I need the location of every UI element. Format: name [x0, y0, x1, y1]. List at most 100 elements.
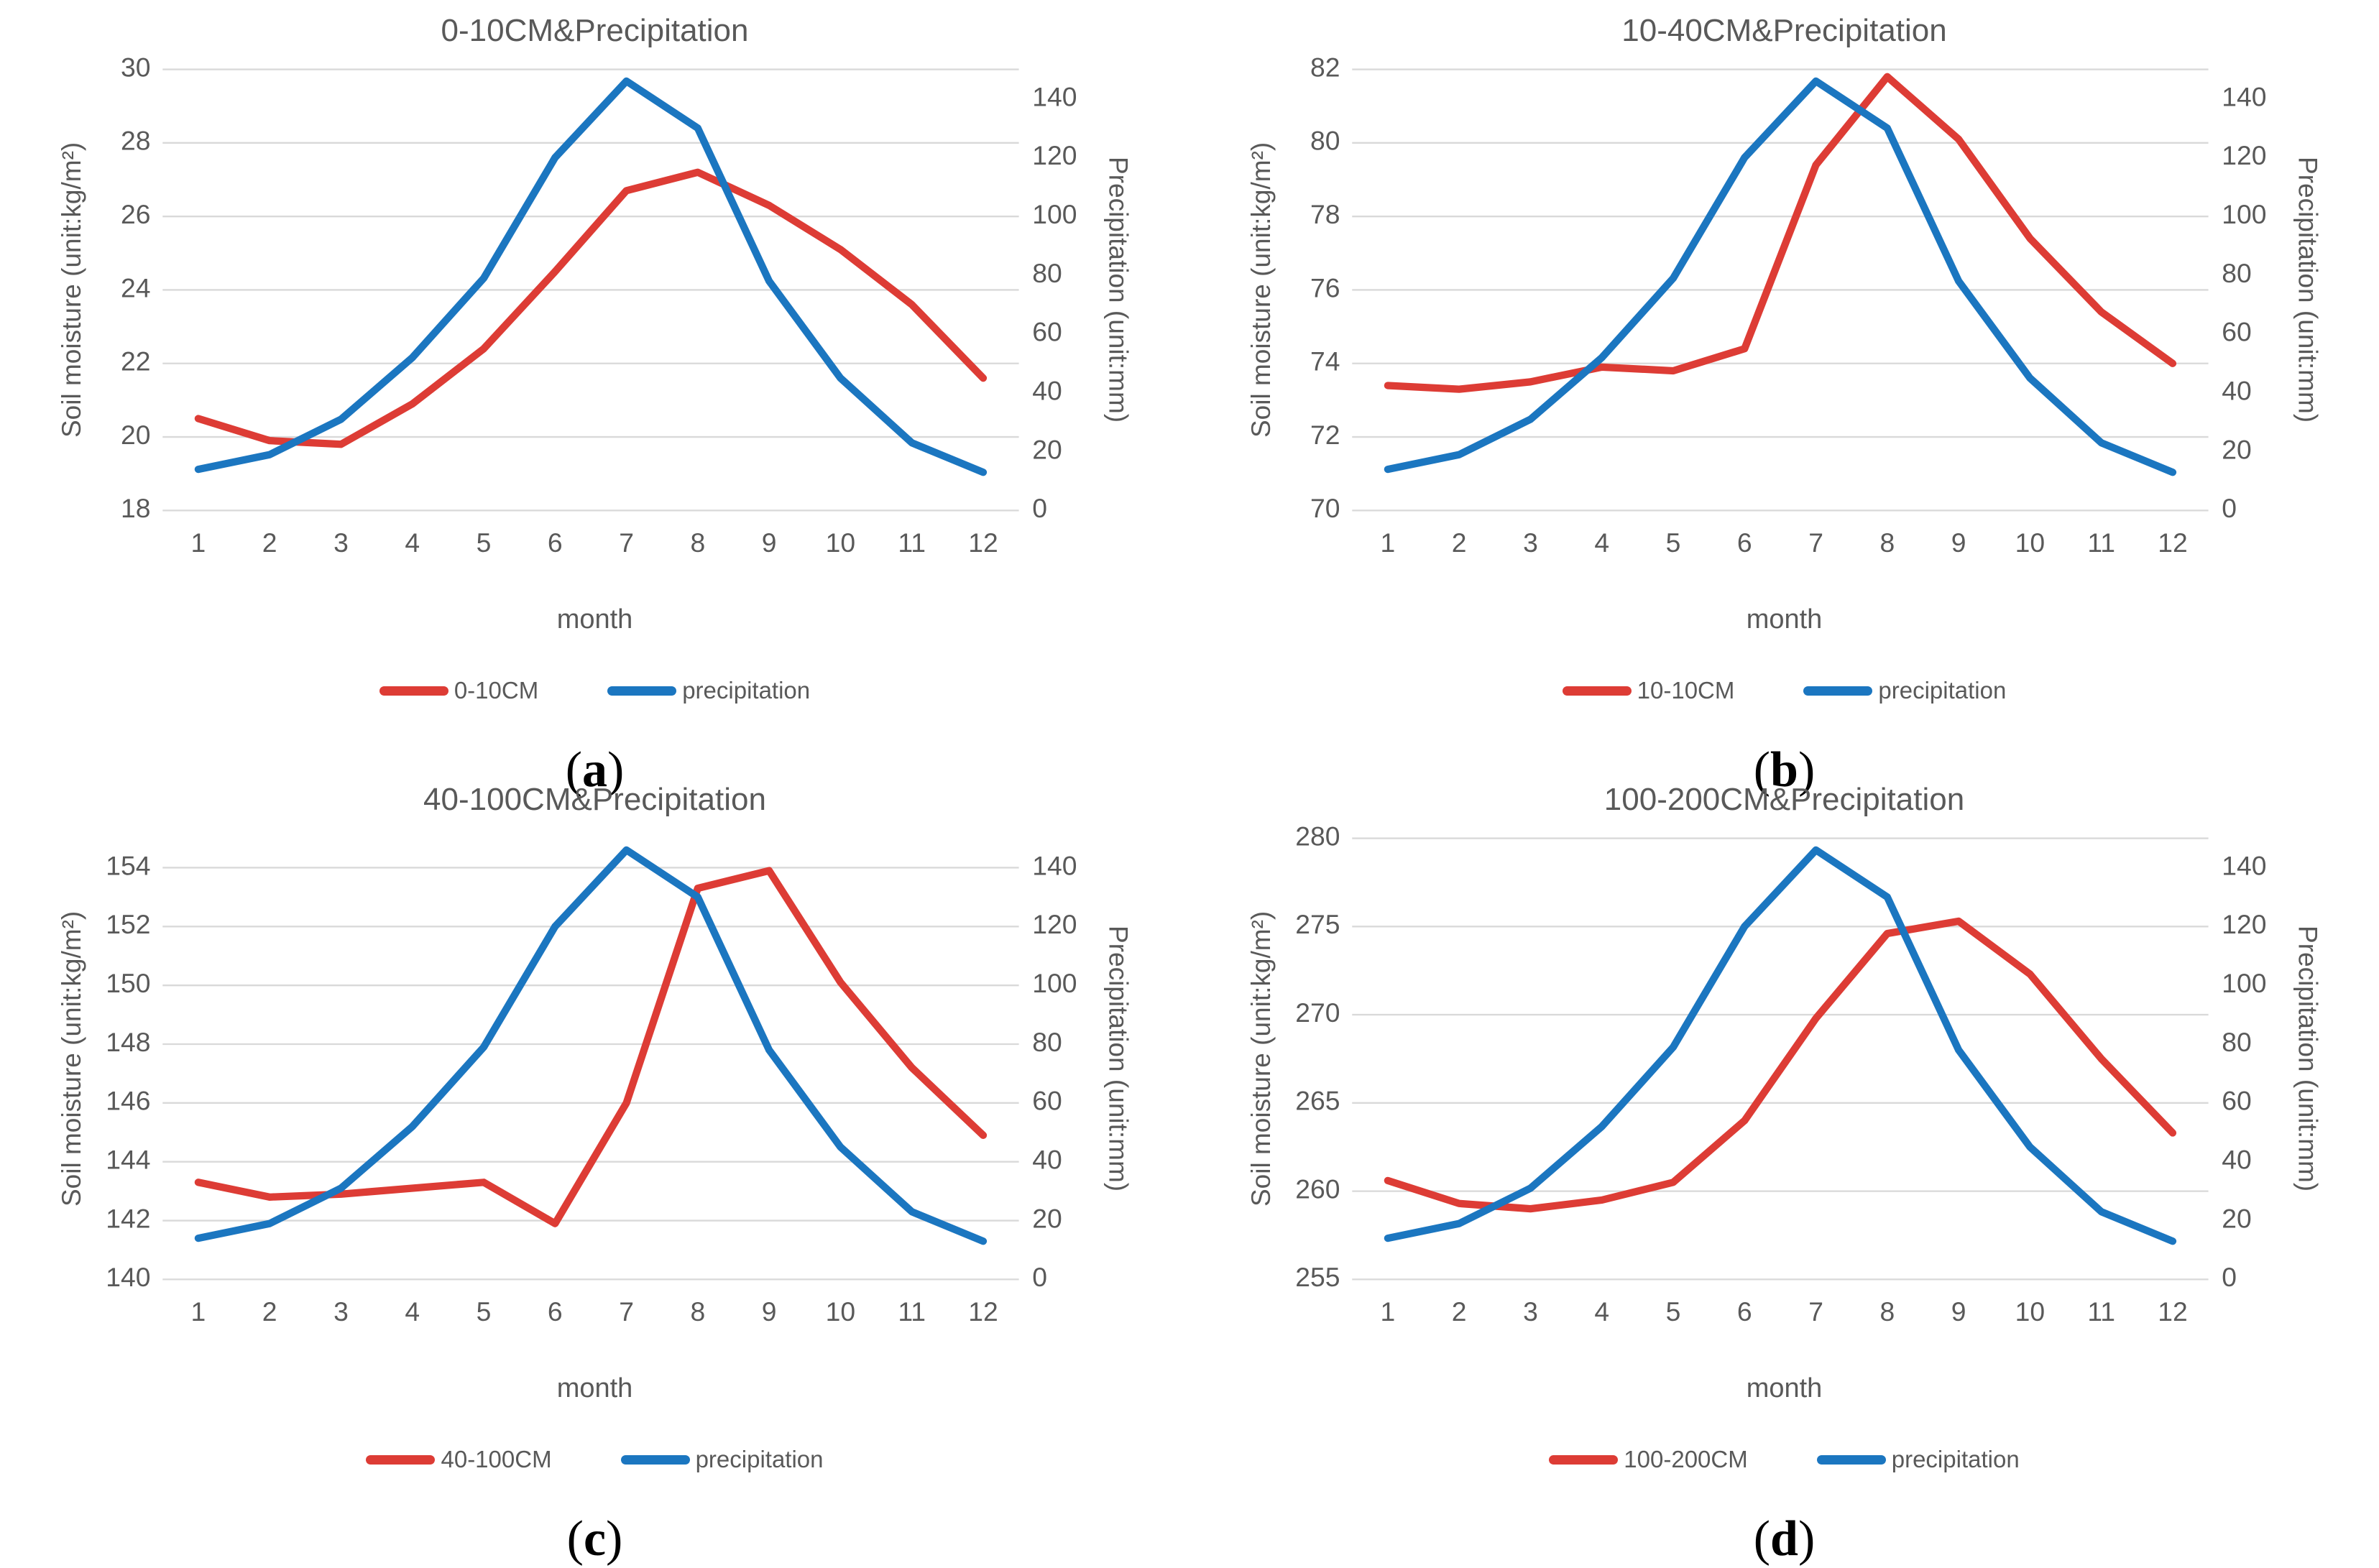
svg-text:9: 9 — [1951, 1296, 1966, 1327]
svg-text:3: 3 — [1523, 1296, 1538, 1327]
svg-text:4: 4 — [1594, 1296, 1609, 1327]
precipitation-series-swatch — [1816, 1454, 1886, 1465]
svg-text:260: 260 — [1295, 1173, 1340, 1204]
svg-text:70: 70 — [1310, 493, 1340, 523]
svg-text:280: 280 — [1295, 824, 1340, 851]
panel-a-caption: (a) — [566, 742, 625, 799]
svg-text:24: 24 — [120, 272, 150, 303]
svg-text:6: 6 — [547, 527, 562, 558]
svg-text:28: 28 — [120, 126, 150, 156]
panel-a-title: 0-10CM&Precipitation — [441, 13, 749, 48]
svg-text:80: 80 — [2222, 1027, 2252, 1057]
caption-paren-open: ( — [1753, 742, 1771, 798]
svg-text:11: 11 — [2087, 527, 2115, 558]
panel-b: 10-40CM&Precipitation Soil moisture (uni… — [1190, 0, 2379, 798]
svg-text:40: 40 — [1032, 1145, 1062, 1175]
legend-label-precipitation: precipitation — [695, 1446, 824, 1472]
svg-text:120: 120 — [2222, 909, 2266, 939]
svg-text:2: 2 — [1451, 1296, 1466, 1327]
caption-paren-close: ) — [607, 742, 625, 798]
x-axis-title: month — [556, 1373, 633, 1403]
svg-text:0: 0 — [1032, 1262, 1047, 1292]
legend-label-precipitation: precipitation — [682, 677, 811, 704]
svg-text:2: 2 — [262, 527, 277, 558]
svg-text:152: 152 — [106, 909, 150, 939]
legend-item-soil: 40-100CM — [366, 1446, 552, 1473]
svg-text:60: 60 — [2222, 1086, 2252, 1116]
svg-text:18: 18 — [120, 493, 150, 523]
svg-text:9: 9 — [761, 527, 776, 558]
svg-text:11: 11 — [898, 527, 926, 558]
legend-item-precipitation: precipitation — [1816, 1446, 2020, 1473]
svg-text:7: 7 — [619, 1296, 634, 1327]
panel-c-plot: 1401421441461481501521540204060801001201… — [106, 846, 1077, 1327]
legend-item-soil: 10-10CM — [1562, 677, 1735, 704]
panel-d-legend: 100-200CM precipitation — [1549, 1446, 2020, 1473]
svg-text:22: 22 — [120, 346, 150, 377]
svg-text:74: 74 — [1310, 346, 1340, 377]
svg-text:5: 5 — [476, 527, 491, 558]
svg-text:20: 20 — [120, 420, 150, 450]
soil-series-swatch — [1549, 1454, 1619, 1465]
soil-series-swatch — [379, 686, 448, 696]
panel-b-caption: (b) — [1754, 742, 1816, 799]
svg-text:20: 20 — [2222, 1203, 2252, 1233]
panel-c-title: 40-100CM&Precipitation — [423, 782, 766, 817]
svg-text:12: 12 — [2158, 1296, 2188, 1327]
legend-item-precipitation: precipitation — [607, 677, 810, 704]
svg-text:72: 72 — [1310, 420, 1340, 450]
caption-letter: b — [1770, 742, 1798, 798]
legend-item-soil: 0-10CM — [379, 677, 538, 704]
legend-item-precipitation: precipitation — [1803, 677, 2006, 704]
caption-paren-close: ) — [1798, 742, 1816, 798]
svg-text:10: 10 — [2015, 1296, 2045, 1327]
svg-text:6: 6 — [1736, 527, 1752, 558]
svg-text:144: 144 — [106, 1145, 150, 1175]
svg-text:1: 1 — [1380, 1296, 1395, 1327]
svg-text:8: 8 — [690, 527, 705, 558]
panel-b-title: 10-40CM&Precipitation — [1621, 13, 1947, 48]
svg-text:4: 4 — [405, 1296, 420, 1327]
svg-text:120: 120 — [1032, 140, 1077, 170]
panel-a: 0-10CM&Precipitation Soil moisture (unit… — [0, 0, 1190, 798]
caption-paren-open: ( — [565, 742, 582, 798]
legend-label-soil: 100-200CM — [1624, 1446, 1748, 1472]
svg-text:100: 100 — [1032, 968, 1077, 998]
svg-text:5: 5 — [1665, 1296, 1680, 1327]
svg-text:8: 8 — [1879, 527, 1895, 558]
svg-text:82: 82 — [1310, 55, 1340, 82]
svg-text:20: 20 — [2222, 434, 2252, 464]
right-axis-title: Precipitation (unit:mm) — [1103, 157, 1133, 423]
svg-text:148: 148 — [106, 1027, 150, 1057]
svg-text:3: 3 — [333, 1296, 349, 1327]
svg-text:265: 265 — [1295, 1086, 1340, 1116]
svg-text:8: 8 — [690, 1296, 705, 1327]
svg-text:40: 40 — [1032, 376, 1062, 406]
svg-text:154: 154 — [106, 850, 150, 880]
left-axis-title: Soil moisture (unit:kg/m²) — [56, 142, 86, 438]
caption-letter: c — [583, 1511, 607, 1567]
svg-text:60: 60 — [1032, 1086, 1062, 1116]
panel-d-title: 100-200CM&Precipitation — [1603, 782, 1965, 817]
x-axis-title: month — [556, 604, 633, 635]
svg-text:120: 120 — [2222, 140, 2266, 170]
left-axis-title: Soil moisture (unit:kg/m²) — [1246, 910, 1276, 1207]
precipitation-series-swatch — [620, 1454, 690, 1465]
caption-paren-close: ) — [606, 1511, 623, 1567]
legend-item-soil: 100-200CM — [1549, 1446, 1748, 1473]
svg-text:20: 20 — [1032, 1203, 1062, 1233]
svg-text:1: 1 — [1380, 527, 1395, 558]
svg-text:0: 0 — [2222, 1262, 2237, 1292]
right-axis-title: Precipitation (unit:mm) — [2293, 157, 2323, 423]
panel-a-chart-area: Soil moisture (unit:kg/m²) 18 20 22 24 26 28 3… — [52, 55, 1138, 604]
svg-text:1: 1 — [190, 1296, 206, 1327]
svg-text:275: 275 — [1295, 909, 1340, 939]
svg-text:142: 142 — [106, 1203, 150, 1233]
panel-b-legend: 10-10CM precipitation — [1562, 677, 2006, 704]
svg-text:100: 100 — [1032, 199, 1077, 229]
svg-text:10: 10 — [825, 1296, 855, 1327]
svg-text:5: 5 — [476, 1296, 491, 1327]
left-axis-title: Soil moisture (unit:kg/m²) — [1246, 142, 1276, 438]
legend-label-soil: 10-10CM — [1637, 677, 1735, 704]
panel-d-chart-area: Soil moisture (unit:kg/m²) 255 260 265 270 2… — [1241, 824, 2328, 1373]
